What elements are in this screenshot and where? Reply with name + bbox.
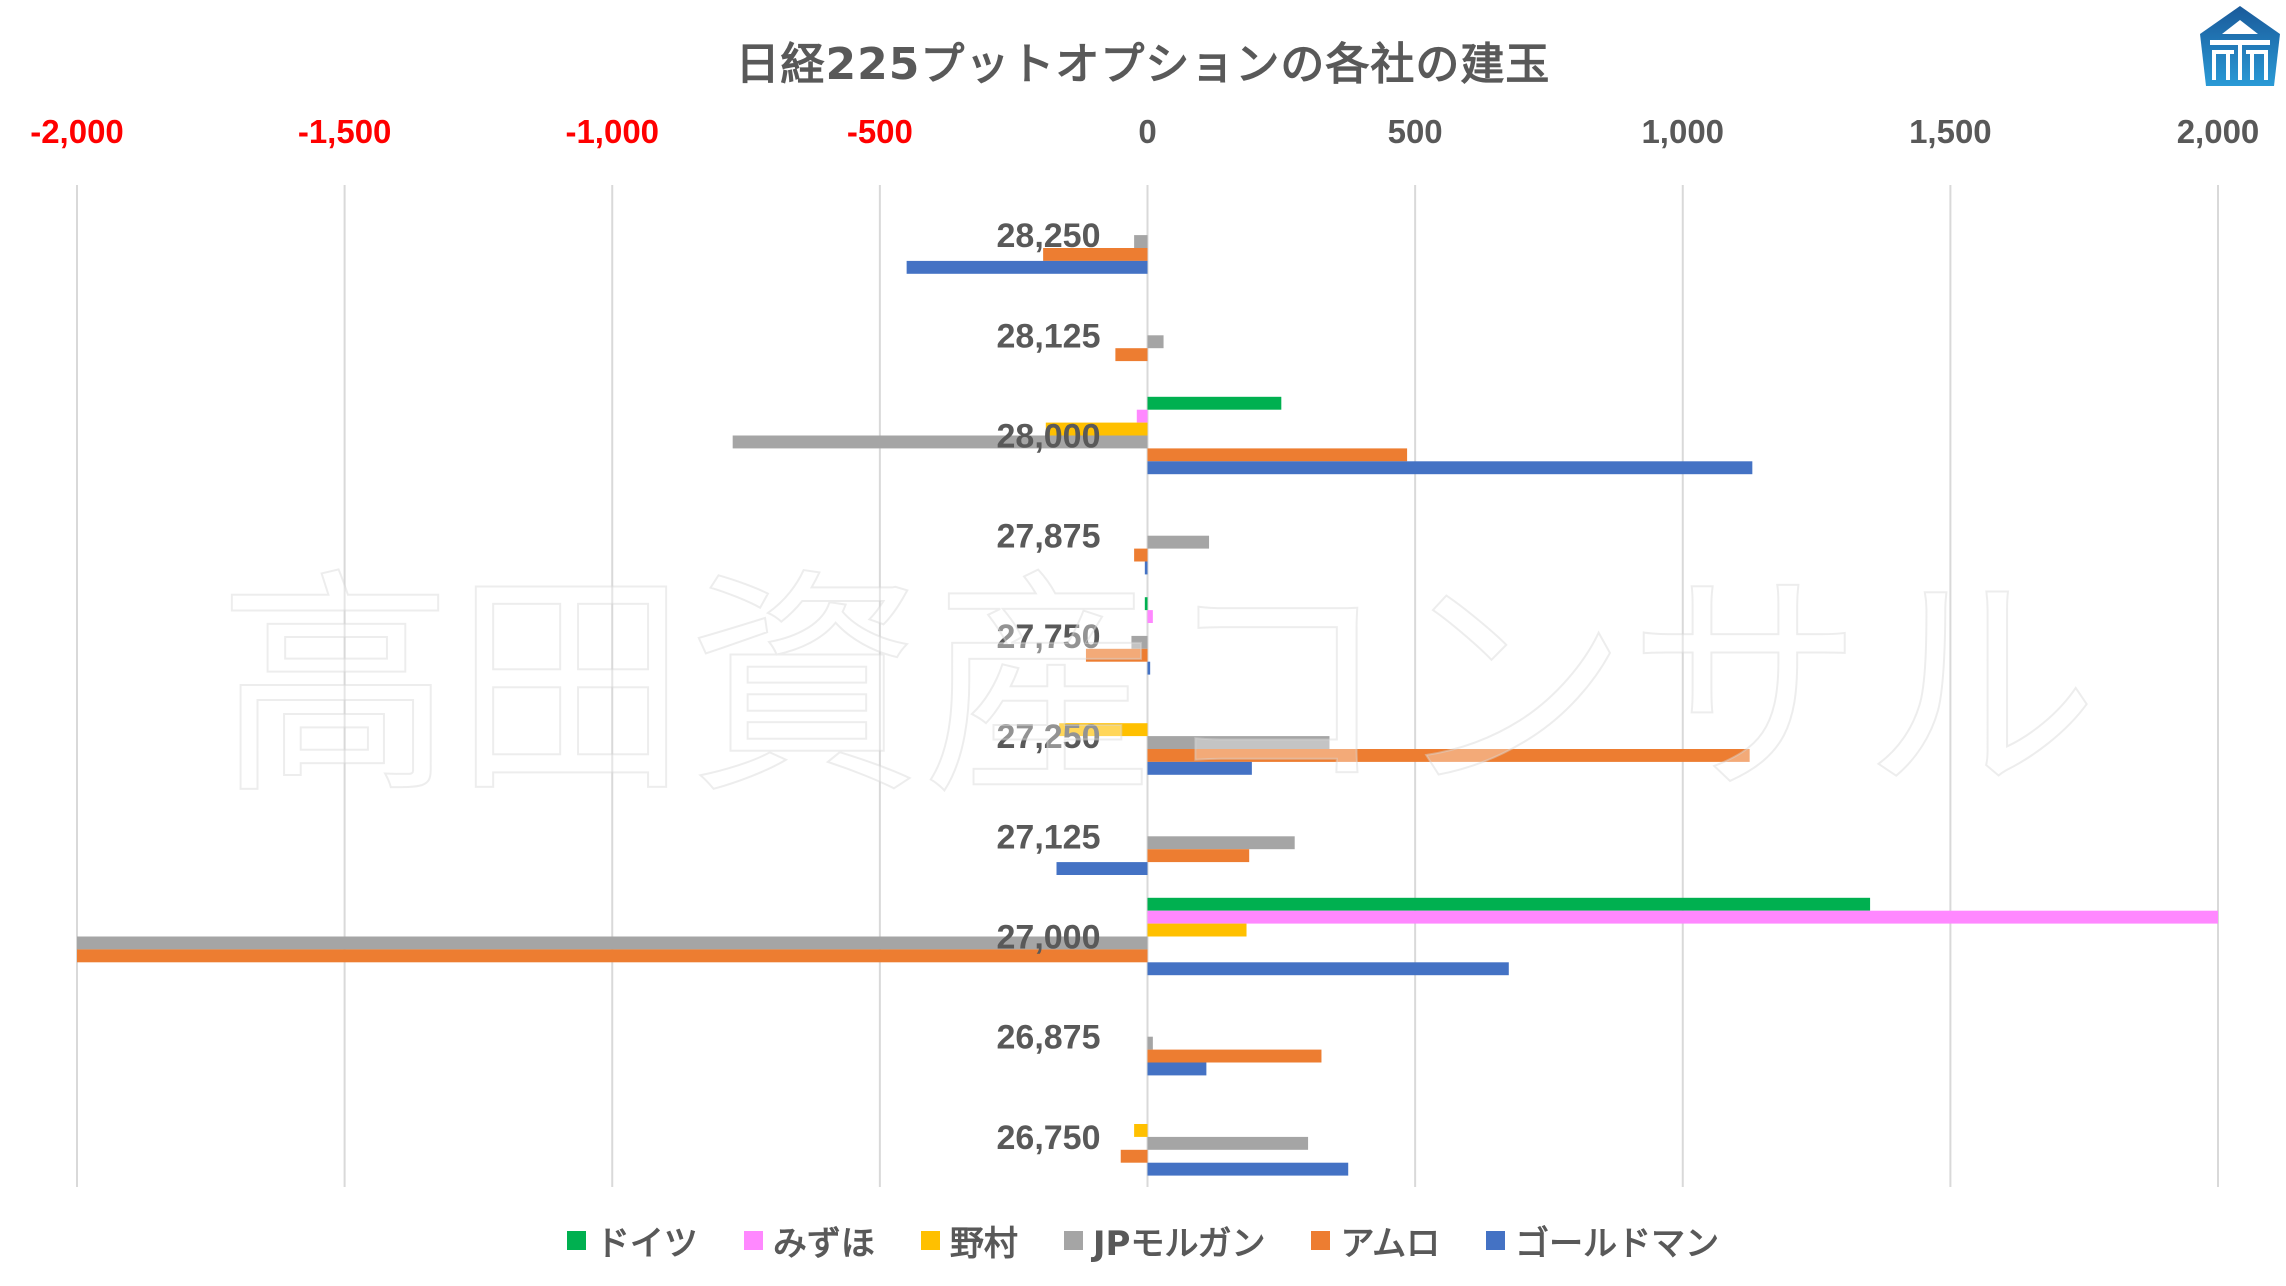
bar bbox=[1147, 1062, 1207, 1076]
bar bbox=[1056, 862, 1148, 875]
legend-label: みずほ bbox=[772, 1224, 875, 1264]
legend-item[interactable]: ドイツ bbox=[566, 1216, 698, 1265]
bar bbox=[1147, 1036, 1153, 1050]
bar bbox=[1147, 448, 1408, 462]
bar bbox=[1147, 761, 1252, 775]
category-label: 28,250 bbox=[997, 217, 1101, 255]
legend-swatch bbox=[1063, 1231, 1083, 1250]
gridlines bbox=[76, 185, 2219, 1187]
bar bbox=[1045, 422, 1148, 436]
bar bbox=[1147, 923, 1247, 937]
bar bbox=[1059, 723, 1148, 737]
bar bbox=[1147, 1162, 1349, 1176]
legend-item[interactable]: ゴールドマン bbox=[1486, 1216, 1719, 1265]
category-labels: 28,250 28,125 28,000 27,875 27,750 27,250 27,1… bbox=[997, 217, 1101, 1157]
bar bbox=[1147, 661, 1151, 675]
bar bbox=[1147, 962, 1509, 976]
x-tick-label: -1,000 bbox=[565, 113, 659, 150]
bar bbox=[1147, 610, 1153, 623]
bar bbox=[1147, 749, 1750, 762]
bar bbox=[1147, 736, 1330, 749]
bar bbox=[1144, 561, 1148, 575]
x-tick-label: 500 bbox=[1388, 113, 1443, 150]
category-label: 27,750 bbox=[997, 618, 1101, 656]
legend-item[interactable]: JPモルガン bbox=[1063, 1216, 1266, 1265]
bars bbox=[77, 235, 2218, 1176]
legend-label: ゴールドマン bbox=[1515, 1224, 1720, 1264]
bar bbox=[1134, 1124, 1148, 1137]
bar bbox=[732, 435, 1148, 449]
category-label: 28,125 bbox=[997, 317, 1101, 355]
category-label: 27,125 bbox=[997, 818, 1101, 856]
x-tick-label: 1,500 bbox=[1909, 113, 1992, 150]
legend-item[interactable]: 野村 bbox=[920, 1216, 1018, 1265]
category-label: 27,250 bbox=[997, 718, 1101, 756]
legend-item[interactable]: みずほ bbox=[743, 1216, 875, 1265]
legend-swatch bbox=[920, 1231, 940, 1250]
bar bbox=[1134, 235, 1148, 248]
bar bbox=[1115, 348, 1148, 362]
bar bbox=[1147, 335, 1164, 349]
x-axis-tick-labels: -2,000 -1,500 -1,000 -500 0 500 1,000 1,500 2,00… bbox=[30, 113, 2259, 150]
bar bbox=[1147, 461, 1753, 475]
legend-swatch bbox=[1486, 1231, 1506, 1250]
legend-swatch bbox=[1311, 1231, 1331, 1250]
watermark-text: 高田資産コンサル bbox=[218, 550, 2098, 827]
legend: ドイツ みずほ 野村 JPモルガン アムロ ゴールドマン bbox=[0, 1216, 2286, 1265]
bar bbox=[1085, 648, 1148, 662]
bar bbox=[1147, 1136, 1309, 1150]
legend-label: JPモルガン bbox=[1092, 1224, 1266, 1264]
bar bbox=[1147, 910, 2218, 924]
bar bbox=[1147, 897, 1871, 911]
bar bbox=[1136, 409, 1148, 423]
bar bbox=[906, 260, 1148, 274]
category-label: 27,875 bbox=[997, 518, 1101, 556]
legend-label: 野村 bbox=[949, 1224, 1018, 1264]
bar bbox=[1120, 1149, 1148, 1163]
bar bbox=[77, 949, 1148, 963]
bar bbox=[1144, 597, 1148, 611]
bar bbox=[1147, 1049, 1322, 1063]
category-label: 27,000 bbox=[997, 919, 1101, 957]
category-label: 26,750 bbox=[997, 1119, 1101, 1157]
bar bbox=[1043, 248, 1148, 261]
chart-title: 日経225プットオプションの各社の建玉 bbox=[735, 39, 1551, 90]
bar bbox=[1147, 396, 1282, 410]
bar bbox=[1147, 535, 1210, 549]
x-tick-label: -1,500 bbox=[298, 113, 392, 150]
legend-swatch bbox=[566, 1231, 586, 1250]
x-tick-label: 1,000 bbox=[1641, 113, 1724, 150]
watermark-layer: 高田資産コンサル bbox=[217, 549, 2099, 828]
bar bbox=[1134, 548, 1148, 562]
legend-swatch bbox=[743, 1231, 763, 1250]
x-tick-label: 2,000 bbox=[2177, 113, 2260, 150]
x-tick-label: 0 bbox=[1138, 113, 1156, 150]
bar bbox=[1131, 635, 1148, 649]
legend-label: ドイツ bbox=[595, 1224, 698, 1264]
bar bbox=[1147, 849, 1250, 863]
category-label: 26,875 bbox=[997, 1019, 1101, 1057]
bar bbox=[1147, 836, 1295, 850]
legend-label: アムロ bbox=[1340, 1224, 1441, 1264]
legend-item[interactable]: アムロ bbox=[1311, 1216, 1440, 1265]
bar bbox=[77, 936, 1148, 950]
x-tick-label: -500 bbox=[847, 113, 913, 150]
pentagon-house-logo bbox=[2200, 6, 2280, 86]
x-tick-label: -2,000 bbox=[30, 113, 124, 150]
category-label: 28,000 bbox=[997, 418, 1101, 456]
